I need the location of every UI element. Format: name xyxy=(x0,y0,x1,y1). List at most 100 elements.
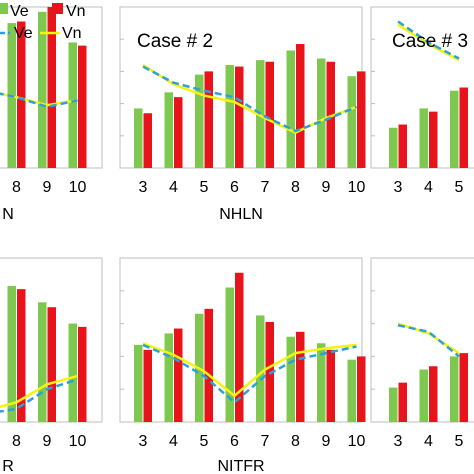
bar-vn-10 xyxy=(357,356,366,422)
bar-vn-8 xyxy=(296,331,305,422)
legend-label-vn-bar: Vn xyxy=(66,3,86,20)
x-tick-label: 8 xyxy=(291,179,300,196)
bar-vn-9 xyxy=(326,61,335,168)
x-tick-label: 4 xyxy=(424,179,433,196)
x-axis-label: R xyxy=(2,458,14,474)
x-axis-label: NHLN xyxy=(219,206,263,223)
bar-vn-6 xyxy=(235,272,244,422)
bar-ve-3 xyxy=(389,387,398,422)
x-tick-label: 7 xyxy=(261,179,270,196)
legend: Ve Vn Ve Vn xyxy=(0,3,86,42)
x-tick-label: 10 xyxy=(348,179,366,196)
legend-label-vn-line: Vn xyxy=(62,25,82,42)
bar-vn-5 xyxy=(204,71,213,168)
bar-ve-3 xyxy=(389,127,398,168)
series-line-vn xyxy=(142,63,357,134)
x-tick-label: 7 xyxy=(261,433,270,450)
x-tick-label: 5 xyxy=(200,179,209,196)
x-tick-label: 4 xyxy=(169,179,178,196)
series-line-vn xyxy=(0,374,78,409)
chart-panel-5: 3 4 5 6 7 8 9 10 NITFR xyxy=(119,257,366,474)
x-tick-label: 5 xyxy=(200,433,209,450)
bar-ve-8 xyxy=(7,285,16,422)
bar-vn-5 xyxy=(204,308,213,422)
bar-ve-6 xyxy=(225,64,234,168)
legend-swatch-ve xyxy=(0,3,8,14)
x-tick-label: 3 xyxy=(139,433,148,450)
bar-vn-3 xyxy=(143,349,152,422)
bar-vn-8 xyxy=(17,289,26,422)
bar-vn-6 xyxy=(235,66,244,168)
chart-title: Case # 2 xyxy=(137,31,213,52)
series-line-vn xyxy=(397,322,460,355)
x-axis-label: N xyxy=(2,206,14,223)
bar-vn-3 xyxy=(143,113,152,168)
x-tick-label: 5 xyxy=(455,179,464,196)
legend-label-ve-bar: Ve xyxy=(10,3,29,20)
x-tick-label: 10 xyxy=(69,179,87,196)
bar-ve-4 xyxy=(164,92,173,168)
x-tick-label: 9 xyxy=(43,433,52,450)
series-line-ve xyxy=(397,324,460,358)
x-tick-label: 3 xyxy=(139,179,148,196)
bar-vn-3 xyxy=(398,124,407,168)
series-line-ve xyxy=(0,92,78,109)
series-line-vn xyxy=(397,23,460,62)
bar-vn-4 xyxy=(429,111,438,168)
series-line-ve xyxy=(142,343,357,404)
x-tick-label: 6 xyxy=(230,179,239,196)
bar-vn-5 xyxy=(459,87,468,168)
bar-vn-7 xyxy=(265,61,274,168)
bar-vn-4 xyxy=(429,366,438,422)
bar-ve-3 xyxy=(134,344,143,422)
bar-ve-5 xyxy=(195,74,204,168)
bar-vn-9 xyxy=(326,349,335,422)
bar-vn-10 xyxy=(78,45,87,168)
chart-panel-2: 3 4 5 6 7 8 9 10 NHLN Case # 2 xyxy=(119,6,366,223)
bar-ve-10 xyxy=(347,76,356,168)
bar-vn-4 xyxy=(174,97,183,168)
x-tick-label: 4 xyxy=(169,433,178,450)
legend-label-ve-line: Ve xyxy=(14,25,33,42)
x-tick-label: 9 xyxy=(322,179,331,196)
bar-ve-3 xyxy=(134,108,143,168)
bar-ve-7 xyxy=(256,60,265,168)
series-line-ve xyxy=(397,20,460,60)
bar-ve-5 xyxy=(450,90,459,168)
chart-panel-3: 3 4 5 Case # 3 xyxy=(370,6,474,196)
bar-vn-3 xyxy=(398,382,407,422)
x-tick-label: 6 xyxy=(230,433,239,450)
chart-title: Case # 3 xyxy=(392,31,468,52)
bar-ve-4 xyxy=(164,333,173,422)
bar-vn-7 xyxy=(265,321,274,422)
bar-ve-9 xyxy=(317,58,326,168)
x-tick-label: 3 xyxy=(394,179,403,196)
series-line-vn xyxy=(142,342,357,398)
chart-panel-4: 78910R xyxy=(0,257,103,474)
bar-vn-10 xyxy=(78,326,87,422)
bar-ve-4 xyxy=(419,108,428,168)
chart-panel-6: 3 4 5 xyxy=(370,257,474,450)
bar-vn-4 xyxy=(174,328,183,422)
x-tick-label: 5 xyxy=(455,433,464,450)
bar-ve-9 xyxy=(38,11,47,168)
bar-ve-8 xyxy=(286,50,295,168)
bar-vn-9 xyxy=(47,7,56,168)
x-tick-label: 10 xyxy=(348,433,366,450)
x-tick-label: 4 xyxy=(424,433,433,450)
bar-vn-9 xyxy=(47,307,56,422)
bar-ve-5 xyxy=(450,356,459,422)
bar-vn-8 xyxy=(17,21,26,168)
bar-ve-4 xyxy=(419,369,428,422)
bar-ve-10 xyxy=(347,359,356,422)
x-tick-label: 9 xyxy=(322,433,331,450)
bar-ve-8 xyxy=(286,336,295,422)
bar-ve-10 xyxy=(68,42,77,168)
x-tick-label: 8 xyxy=(12,433,21,450)
bar-vn-10 xyxy=(357,71,366,168)
legend-swatch-vn xyxy=(52,3,63,14)
bar-ve-9 xyxy=(38,302,47,422)
x-tick-label: 9 xyxy=(43,179,52,196)
